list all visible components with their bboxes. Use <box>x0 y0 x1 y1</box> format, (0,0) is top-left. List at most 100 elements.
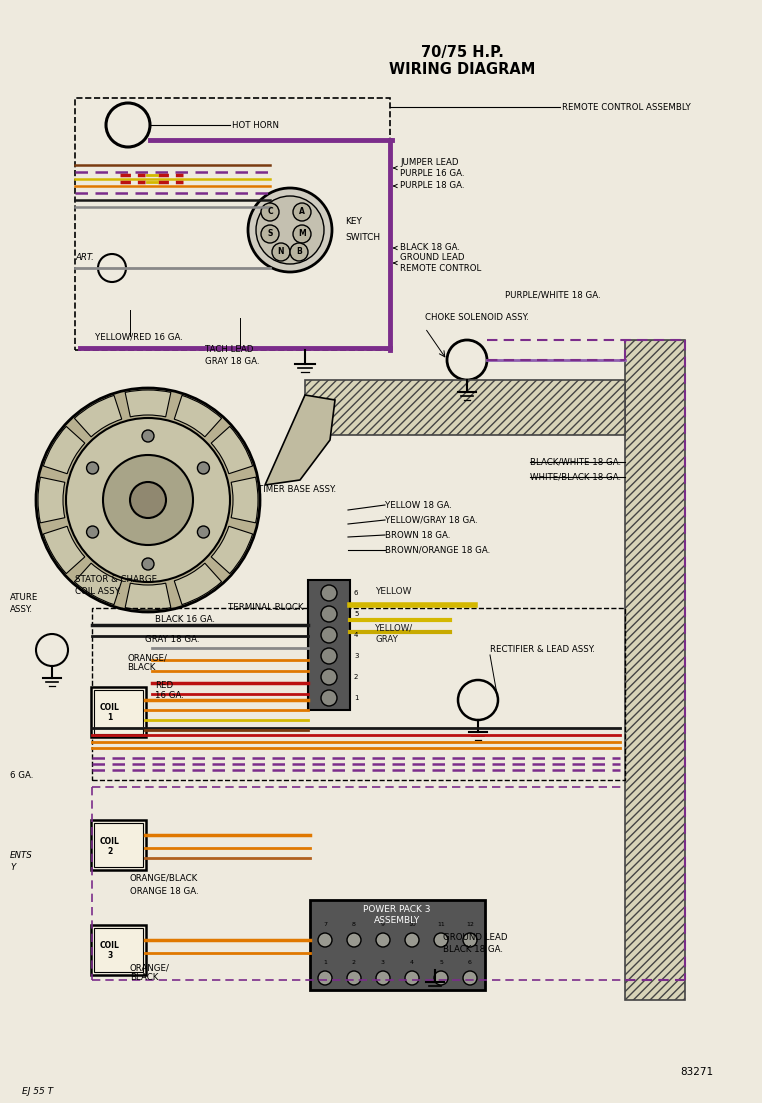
Circle shape <box>405 933 419 947</box>
Text: EJ 55 T: EJ 55 T <box>22 1088 53 1096</box>
Text: TACH LEAD: TACH LEAD <box>205 345 254 354</box>
Text: STATOR & CHARGE: STATOR & CHARGE <box>75 576 157 585</box>
Bar <box>75 98 390 350</box>
Text: COIL: COIL <box>100 942 120 951</box>
Circle shape <box>347 971 361 985</box>
Text: YELLOW 18 GA.: YELLOW 18 GA. <box>385 501 452 510</box>
Text: S: S <box>267 229 273 238</box>
Wedge shape <box>43 427 85 473</box>
Text: B: B <box>296 247 302 257</box>
Text: GRAY: GRAY <box>375 635 398 644</box>
Circle shape <box>293 225 311 243</box>
Wedge shape <box>211 526 253 574</box>
Text: 1: 1 <box>354 695 358 702</box>
Bar <box>92 608 625 780</box>
Text: ORANGE/BLACK: ORANGE/BLACK <box>130 874 198 882</box>
Text: PURPLE/WHITE 18 GA.: PURPLE/WHITE 18 GA. <box>505 290 600 300</box>
Circle shape <box>463 971 477 985</box>
Text: 6 GA.: 6 GA. <box>10 771 34 780</box>
Wedge shape <box>125 583 171 610</box>
Wedge shape <box>211 427 253 473</box>
Circle shape <box>290 243 308 261</box>
Circle shape <box>318 971 332 985</box>
Circle shape <box>87 526 98 538</box>
Text: GRAY 18 GA.: GRAY 18 GA. <box>145 635 200 644</box>
Text: BLACK/WHITE 18 GA.: BLACK/WHITE 18 GA. <box>530 458 621 467</box>
Text: 8: 8 <box>352 922 356 928</box>
Text: C: C <box>267 207 273 216</box>
Text: KEY: KEY <box>345 217 362 226</box>
Text: BLACK: BLACK <box>130 974 158 983</box>
Circle shape <box>321 690 337 706</box>
Text: WIRING DIAGRAM: WIRING DIAGRAM <box>389 63 535 77</box>
Wedge shape <box>38 478 65 523</box>
Circle shape <box>142 558 154 570</box>
Text: YELLOW/GRAY 18 GA.: YELLOW/GRAY 18 GA. <box>385 515 478 525</box>
Bar <box>91 687 146 737</box>
Text: 1: 1 <box>323 960 327 964</box>
Text: A: A <box>299 207 305 216</box>
Circle shape <box>318 933 332 947</box>
Text: BROWN/ORANGE 18 GA.: BROWN/ORANGE 18 GA. <box>385 546 490 555</box>
Text: 6: 6 <box>468 960 472 964</box>
Circle shape <box>130 482 166 518</box>
Text: POWER PACK 3
ASSEMBLY: POWER PACK 3 ASSEMBLY <box>363 906 431 924</box>
Circle shape <box>142 430 154 442</box>
Text: 11: 11 <box>437 922 445 928</box>
Wedge shape <box>43 526 85 574</box>
Text: 3: 3 <box>107 952 113 961</box>
Text: YELLOW/: YELLOW/ <box>375 623 413 632</box>
Wedge shape <box>75 564 122 604</box>
Text: 6: 6 <box>354 590 358 596</box>
Text: ATURE: ATURE <box>10 593 38 602</box>
Circle shape <box>321 585 337 601</box>
Bar <box>310 900 485 990</box>
Wedge shape <box>75 395 122 437</box>
Text: TERMINAL BLOCK: TERMINAL BLOCK <box>228 602 303 611</box>
Text: BLACK 18 GA.: BLACK 18 GA. <box>394 244 460 253</box>
Circle shape <box>463 933 477 947</box>
Text: YELLOW/RED 16 GA.: YELLOW/RED 16 GA. <box>95 332 183 342</box>
Text: 5: 5 <box>354 611 358 617</box>
Text: GROUND LEAD
REMOTE CONTROL: GROUND LEAD REMOTE CONTROL <box>394 254 482 272</box>
Wedge shape <box>231 478 258 523</box>
Circle shape <box>405 971 419 985</box>
Circle shape <box>321 647 337 664</box>
Text: ORANGE 18 GA.: ORANGE 18 GA. <box>130 888 199 897</box>
Text: 4: 4 <box>410 960 414 964</box>
Text: ENTS: ENTS <box>10 850 33 859</box>
Text: CHOKE SOLENOID ASSY.: CHOKE SOLENOID ASSY. <box>425 313 529 322</box>
Text: M: M <box>298 229 306 238</box>
Circle shape <box>272 243 290 261</box>
Text: 70/75 H.P.: 70/75 H.P. <box>421 44 504 60</box>
Wedge shape <box>174 564 222 604</box>
Text: REMOTE CONTROL ASSEMBLY: REMOTE CONTROL ASSEMBLY <box>562 103 690 111</box>
Text: GRAY 18 GA.: GRAY 18 GA. <box>205 357 260 366</box>
Circle shape <box>66 418 230 582</box>
Text: COIL ASSY.: COIL ASSY. <box>75 588 120 597</box>
Bar <box>305 381 625 435</box>
Wedge shape <box>125 390 171 417</box>
Circle shape <box>256 196 324 264</box>
Bar <box>94 928 143 972</box>
Text: 83271: 83271 <box>680 1067 713 1077</box>
Bar <box>94 823 143 867</box>
Circle shape <box>261 225 279 243</box>
Polygon shape <box>265 395 335 485</box>
Bar <box>91 925 146 975</box>
Text: JUMPER LEAD
PURPLE 16 GA.: JUMPER LEAD PURPLE 16 GA. <box>394 159 465 178</box>
Text: 2: 2 <box>354 674 358 681</box>
Text: 4: 4 <box>354 632 358 638</box>
Text: 1: 1 <box>107 714 113 722</box>
Circle shape <box>321 606 337 622</box>
Text: 3: 3 <box>354 653 358 658</box>
Text: HOT HORN: HOT HORN <box>232 120 279 129</box>
Circle shape <box>36 388 260 612</box>
Text: SWITCH: SWITCH <box>345 234 380 243</box>
Text: BROWN 18 GA.: BROWN 18 GA. <box>385 531 450 539</box>
Circle shape <box>347 933 361 947</box>
Text: BLACK 18 GA.: BLACK 18 GA. <box>443 945 503 954</box>
Text: TIMER BASE ASSY.: TIMER BASE ASSY. <box>258 485 336 494</box>
Text: 10: 10 <box>408 922 416 928</box>
Bar <box>308 580 350 710</box>
